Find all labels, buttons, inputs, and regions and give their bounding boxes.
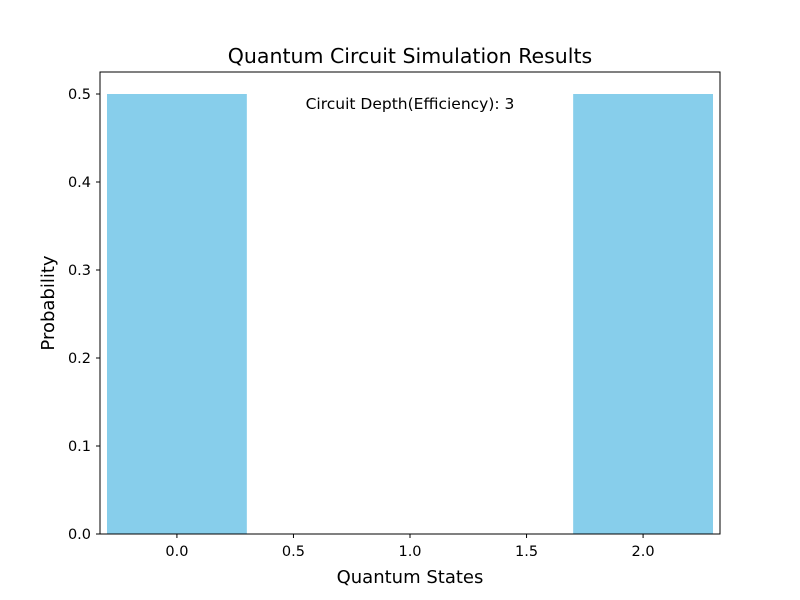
bars-group (106, 94, 714, 534)
chart-title: Quantum Circuit Simulation Results (228, 44, 592, 68)
x-axis-label: Quantum States (337, 567, 484, 588)
y-tick-label: 0.2 (68, 351, 91, 367)
x-ticks-group: 0.0 0.5 1.0 1.5 2.0 (165, 534, 655, 560)
x-tick-label: 2.0 (632, 544, 655, 560)
y-tick-label: 0.1 (68, 439, 91, 455)
plot-frame (99, 71, 721, 535)
y-tick-label: 0.4 (68, 175, 91, 191)
x-tick-label: 1.5 (515, 544, 538, 560)
x-tick-label: 0.5 (282, 544, 305, 560)
bar (106, 94, 247, 534)
bar (573, 94, 714, 534)
y-tick-label: 0.0 (68, 527, 91, 543)
y-axis-label: Probability (38, 255, 59, 350)
y-tick-label: 0.5 (68, 87, 91, 103)
x-tick-label: 1.0 (398, 544, 421, 560)
y-tick-label: 0.3 (68, 263, 91, 279)
x-tick-label: 0.0 (165, 544, 188, 560)
circuit-depth-annotation: Circuit Depth(Efficiency): 3 (306, 95, 515, 113)
y-ticks-group: 0.0 0.1 0.2 0.3 0.4 0.5 (68, 87, 100, 543)
